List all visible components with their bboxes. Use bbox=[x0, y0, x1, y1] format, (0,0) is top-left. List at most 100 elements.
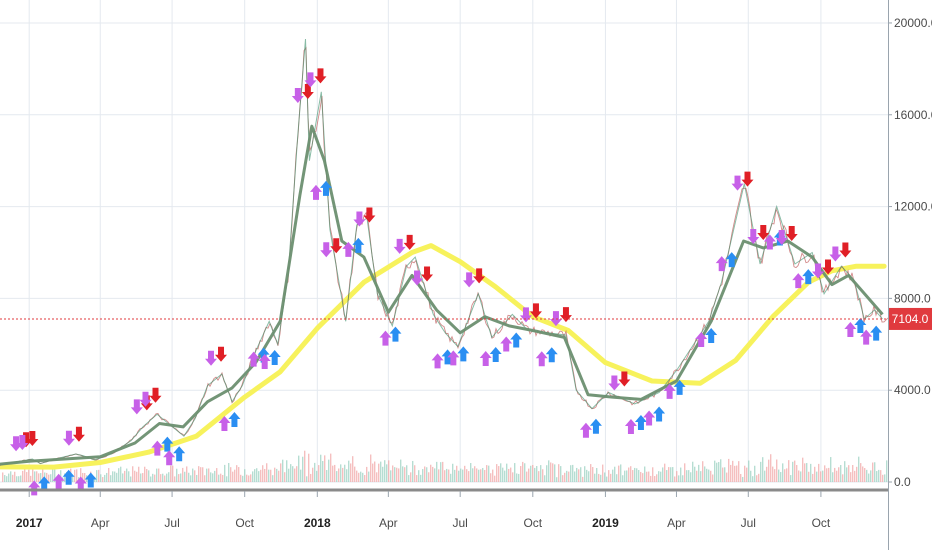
volume-bar bbox=[426, 467, 428, 482]
volume-bar bbox=[782, 463, 784, 482]
volume-bar bbox=[274, 467, 276, 482]
volume-bar bbox=[374, 461, 376, 482]
volume-bar bbox=[188, 472, 190, 482]
volume-bar bbox=[226, 476, 228, 482]
volume-bar bbox=[230, 467, 232, 482]
volume-bar bbox=[784, 469, 786, 482]
volume-bar bbox=[566, 470, 568, 482]
volume-bar bbox=[578, 469, 580, 482]
volume-bar bbox=[730, 464, 732, 482]
volume-bar bbox=[102, 477, 104, 482]
x-tick-label: Oct bbox=[523, 516, 542, 530]
volume-bar bbox=[820, 471, 822, 482]
volume-bar bbox=[590, 464, 592, 482]
volume-bar bbox=[130, 476, 132, 482]
volume-bar bbox=[572, 464, 574, 482]
volume-bar bbox=[302, 456, 304, 482]
buy-arrow-icon bbox=[725, 252, 738, 268]
volume-bar bbox=[18, 476, 20, 482]
volume-bar bbox=[550, 462, 552, 482]
volume-bar bbox=[792, 461, 794, 482]
volume-bar bbox=[564, 472, 566, 482]
buy-arrow-icon bbox=[489, 346, 502, 362]
volume-bar bbox=[420, 474, 422, 482]
volume-bars bbox=[2, 450, 888, 482]
volume-bar bbox=[570, 465, 572, 482]
buy-arrow-icon bbox=[379, 330, 392, 346]
volume-bar bbox=[290, 464, 292, 482]
volume-bar bbox=[470, 463, 472, 482]
buy-arrow-icon bbox=[870, 325, 883, 341]
volume-bar bbox=[164, 475, 166, 482]
volume-bar bbox=[26, 472, 28, 482]
volume-bar bbox=[872, 462, 874, 482]
volume-bar bbox=[410, 472, 412, 482]
volume-bar bbox=[158, 468, 160, 482]
x-tick-label: Oct bbox=[235, 516, 254, 530]
y-tick-label: 0.0 bbox=[894, 475, 911, 489]
volume-bar bbox=[318, 465, 320, 482]
buy-arrow-icon bbox=[715, 256, 728, 272]
x-tick-label: Jul bbox=[741, 516, 756, 530]
volume-bar bbox=[148, 470, 150, 482]
volume-bar bbox=[762, 457, 764, 482]
volume-bar bbox=[722, 467, 724, 482]
volume-bar bbox=[414, 465, 416, 482]
volume-bar bbox=[798, 470, 800, 482]
volume-bar bbox=[776, 459, 778, 482]
x-tick-label: Oct bbox=[812, 516, 831, 530]
volume-bar bbox=[372, 463, 374, 482]
volume-bar bbox=[734, 465, 736, 482]
volume-bar bbox=[508, 468, 510, 482]
volume-bar bbox=[12, 474, 14, 482]
buy-arrow-icon bbox=[844, 322, 857, 338]
volume-bar bbox=[686, 470, 688, 482]
volume-bar bbox=[394, 467, 396, 482]
volume-bar bbox=[338, 468, 340, 482]
volume-bar bbox=[260, 469, 262, 482]
volume-bar bbox=[142, 473, 144, 482]
volume-bar bbox=[434, 468, 436, 482]
volume-bar bbox=[412, 460, 414, 482]
volume-bar bbox=[264, 468, 266, 482]
volume-bar bbox=[810, 463, 812, 482]
sell-arrow-icon bbox=[741, 171, 754, 187]
volume-bar bbox=[308, 453, 310, 482]
volume-bar bbox=[510, 467, 512, 482]
signal-markers bbox=[10, 68, 883, 496]
buy-arrow-icon bbox=[500, 336, 513, 352]
volume-bar bbox=[154, 474, 156, 482]
volume-bar bbox=[22, 470, 24, 482]
volume-bar bbox=[306, 476, 308, 482]
volume-bar bbox=[140, 473, 142, 482]
volume-bar bbox=[678, 475, 680, 482]
volume-bar bbox=[844, 461, 846, 482]
volume-bar bbox=[430, 464, 432, 482]
volume-bar bbox=[644, 466, 646, 482]
sell-arrow-icon bbox=[822, 259, 835, 275]
volume-bar bbox=[768, 459, 770, 482]
volume-bar bbox=[522, 461, 524, 482]
volume-bar bbox=[854, 470, 856, 482]
volume-bar bbox=[388, 460, 390, 482]
volume-bar bbox=[528, 468, 530, 482]
volume-bar bbox=[816, 471, 818, 482]
buy-arrow-icon bbox=[624, 419, 637, 435]
volume-bar bbox=[248, 475, 250, 482]
volume-bar bbox=[576, 467, 578, 482]
volume-bar bbox=[666, 470, 668, 482]
volume-bar bbox=[232, 471, 234, 482]
price-marker-box bbox=[889, 307, 932, 330]
volume-bar bbox=[560, 466, 562, 482]
volume-bar bbox=[428, 472, 430, 482]
volume-bar bbox=[758, 473, 760, 482]
volume-bar bbox=[406, 465, 408, 482]
buy-arrow-icon bbox=[84, 472, 97, 488]
sell-arrow-icon bbox=[304, 72, 317, 88]
sell-arrow-icon bbox=[301, 84, 314, 100]
buy-arrow-icon bbox=[763, 234, 776, 250]
sell-arrow-icon bbox=[353, 211, 366, 227]
volume-bar bbox=[800, 471, 802, 482]
volume-bar bbox=[324, 455, 326, 482]
